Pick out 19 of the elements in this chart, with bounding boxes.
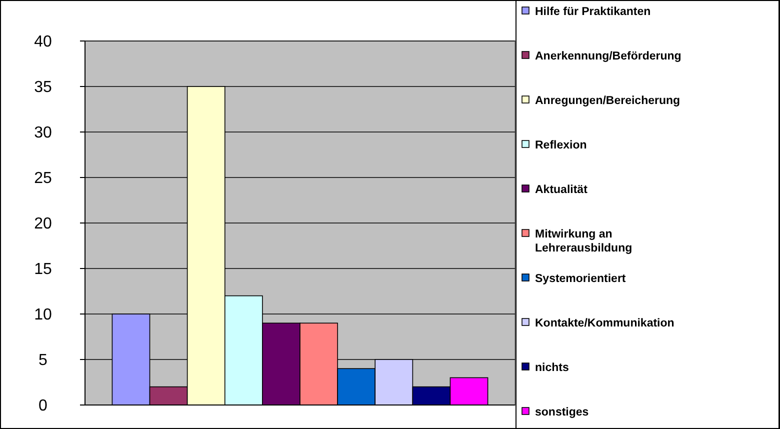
legend-label: nichts bbox=[535, 362, 569, 374]
y-tick-label: 40 bbox=[34, 34, 52, 51]
y-tick-label: 25 bbox=[34, 170, 52, 188]
y-tick-label: 0 bbox=[38, 398, 48, 415]
legend-label: Anerkennung/Beförderung bbox=[535, 50, 682, 62]
y-tick-label: 15 bbox=[34, 261, 52, 278]
y-tick-label: 10 bbox=[34, 306, 52, 324]
y-tick-label: 5 bbox=[38, 352, 48, 370]
legend-label: Aktualität bbox=[535, 184, 588, 196]
legend-label: Kontakte/Kommunikation bbox=[535, 318, 674, 330]
legend-label: Mitwirkung an Lehrerausbildung bbox=[535, 228, 632, 254]
y-tick-label: 30 bbox=[34, 124, 52, 142]
legend-label: Hilfe für Praktikanten bbox=[535, 6, 651, 18]
legend-label: Anregungen/Bereicherung bbox=[535, 95, 680, 107]
y-tick-label: 20 bbox=[34, 216, 52, 233]
legend-label: Reflexion bbox=[535, 140, 587, 152]
y-tick-label: 35 bbox=[34, 79, 52, 96]
legend-label: sonstiges bbox=[535, 406, 589, 418]
legend-label: Systemorientiert bbox=[535, 273, 626, 285]
